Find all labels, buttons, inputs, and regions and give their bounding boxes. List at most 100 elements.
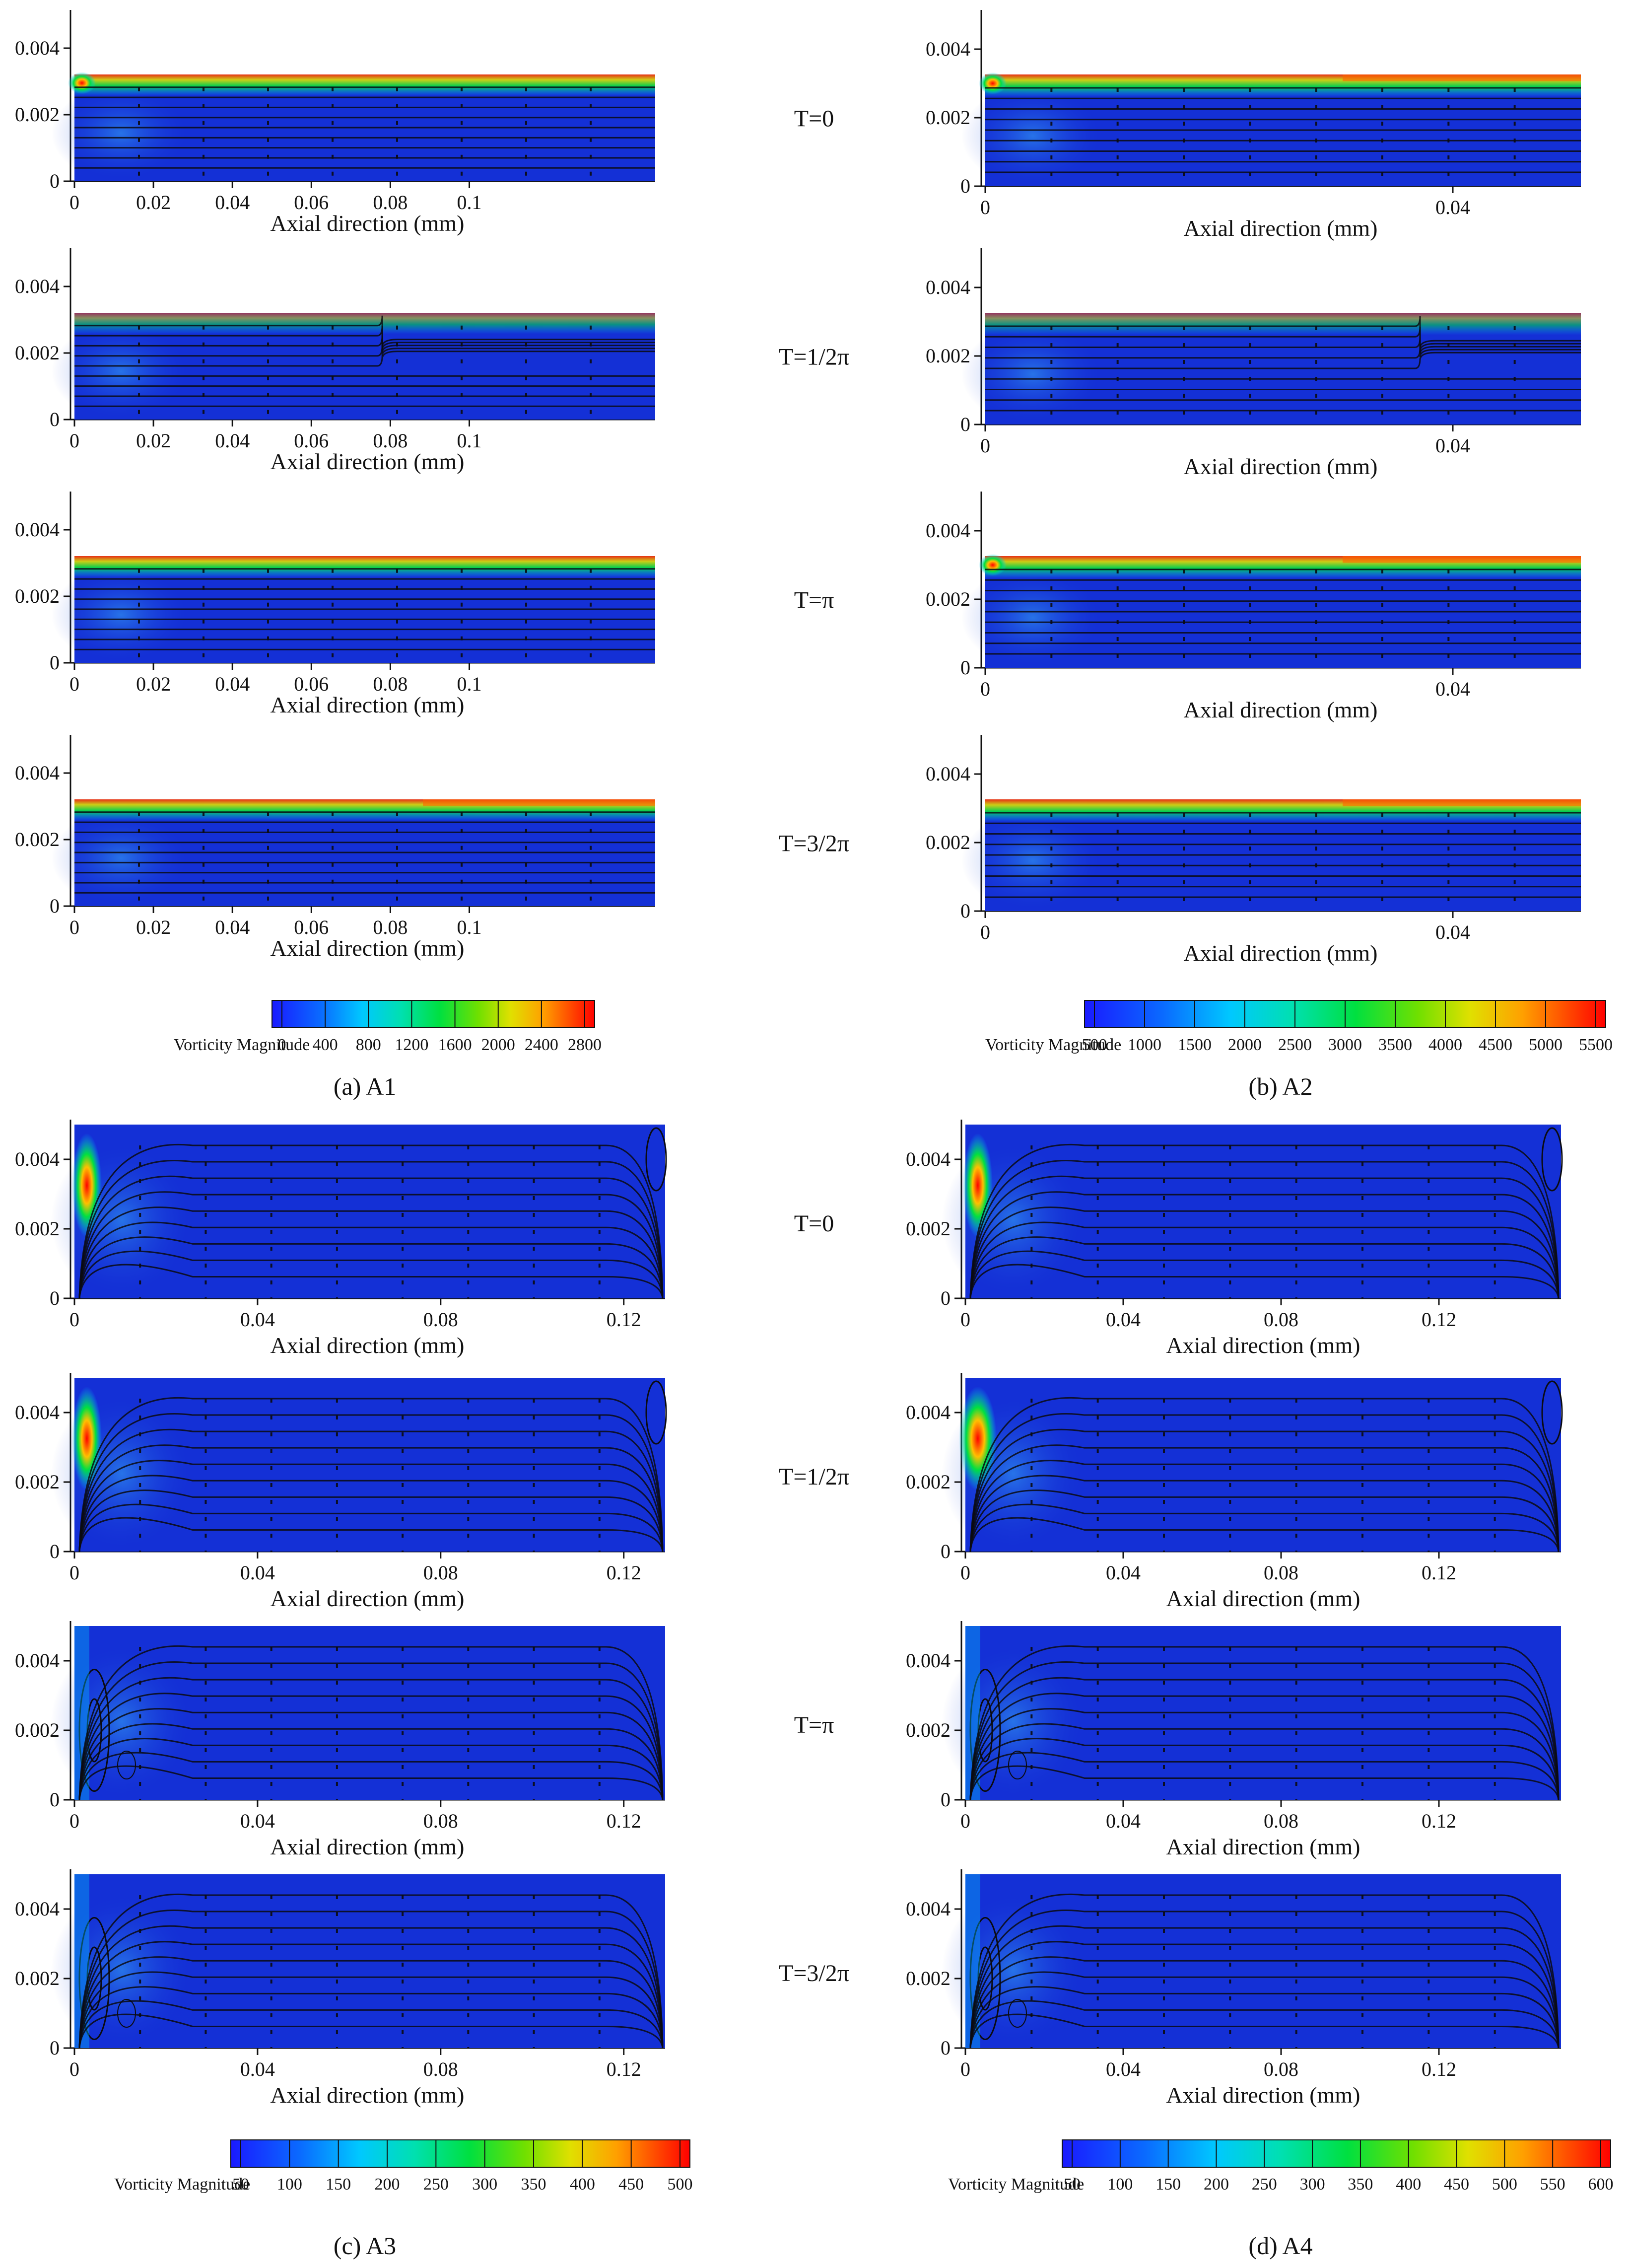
streamline <box>969 1765 1560 1800</box>
vorticity-hotspot <box>1343 799 1581 806</box>
y-tick-label: 0 <box>50 651 60 674</box>
streamline <box>969 1489 1560 1552</box>
x-tick-label: 0.04 <box>1435 921 1470 943</box>
streamline <box>78 1517 664 1552</box>
x-tick-label: 0 <box>69 1561 79 1584</box>
x-tick-label: 0.04 <box>215 916 250 938</box>
streamline <box>78 1236 664 1299</box>
y-tick-label: 0.002 <box>15 1719 60 1741</box>
colorbar-tick-label: 100 <box>1107 2175 1133 2194</box>
colorbar-tick-label: 1500 <box>1178 1036 1212 1054</box>
vorticity-hotspot <box>68 72 96 94</box>
y-tick-label: 0 <box>960 900 970 922</box>
vorticity-glow <box>961 324 1104 425</box>
streamline <box>969 1413 1560 1552</box>
y-tick-label: 0 <box>941 1788 951 1811</box>
x-tick-label: 0.02 <box>136 191 171 213</box>
panel-caption: (b) A2 <box>1248 1072 1312 1100</box>
y-tick-label: 0.004 <box>906 1148 951 1170</box>
colorbar-tick-label: 2800 <box>568 1036 602 1054</box>
streamline <box>78 1645 664 1800</box>
colorbar-tick-label: 350 <box>521 2175 546 2194</box>
streamline <box>969 1428 1560 1552</box>
x-tick-label: 0.08 <box>423 1810 458 1832</box>
streamline <box>78 2000 664 2049</box>
y-tick-label: 0 <box>50 170 60 192</box>
contour-panel: 0 0.002 0.004 0 0.04 0.08 0.12 Axial direction … <box>15 1621 665 1859</box>
x-axis-title: Axial direction (mm) <box>1166 2082 1360 2108</box>
vorticity-hotspot <box>1343 556 1581 563</box>
y-tick-label: 0.002 <box>15 1967 60 1989</box>
colorbar-tick-label: 500 <box>1082 1036 1107 1054</box>
colorbar-tick-label: 500 <box>668 2175 693 2194</box>
x-tick-label: 0.08 <box>1264 1810 1298 1832</box>
colorbar: 50 100 150 200 250 300 350 400 450 500 Vorticity M… <box>114 2139 693 2194</box>
streamline <box>78 1738 664 1800</box>
vorticity-glow <box>961 85 1104 186</box>
y-tick-label: 0 <box>941 1287 951 1309</box>
streamline <box>969 1175 1560 1299</box>
x-axis-title: Axial direction (mm) <box>271 1834 465 1859</box>
panel-group-2: 0 0.002 0.004 0 0.04 Axial direction (mm) 0 0.0… <box>926 10 1613 1100</box>
streamline <box>969 1708 1560 1800</box>
streamline <box>78 1971 664 2049</box>
streamline <box>78 1264 664 1299</box>
x-tick-label: 0.1 <box>457 429 482 452</box>
corner-vortex <box>645 1380 667 1445</box>
streamline <box>969 1397 1560 1552</box>
y-tick-label: 0.002 <box>15 1471 60 1493</box>
colorbar-tick-label: 400 <box>1396 2175 1421 2194</box>
vorticity-glow <box>51 85 191 181</box>
y-tick-label: 0.004 <box>926 763 970 785</box>
streamline <box>969 1143 1560 1299</box>
y-tick-label: 0 <box>50 2037 60 2059</box>
y-tick-label: 0.004 <box>926 519 970 542</box>
colorbar-tick-label: 400 <box>313 1036 338 1054</box>
streamline <box>969 1645 1560 1800</box>
y-tick-label: 0 <box>960 175 970 197</box>
x-axis-title: Axial direction (mm) <box>271 211 465 236</box>
x-tick-label: 0.08 <box>1264 1308 1298 1331</box>
x-axis-title: Axial direction (mm) <box>1166 1834 1360 1859</box>
x-axis-title: Axial direction (mm) <box>271 692 465 717</box>
colorbar-tick-label: 500 <box>1492 2175 1517 2194</box>
colorbar: 0 400 800 1200 1600 2000 2400 2800 Vorticity Mag… <box>174 1000 602 1054</box>
recirculation-vortex <box>117 1751 136 1779</box>
streamline <box>78 1221 664 1299</box>
x-tick-label: 0.04 <box>1106 1308 1141 1331</box>
contour-panel: 0 0.002 0.004 0 0.04 0.08 0.12 Axial direction … <box>15 1373 667 1611</box>
streamline <box>969 1893 1560 2049</box>
recirculation-vortex <box>969 1917 1001 2040</box>
x-axis-title: Axial direction (mm) <box>1166 1586 1360 1611</box>
panel-group-4: 0 0.002 0.004 0 0.04 0.08 0.12 Axial direction … <box>906 1120 1614 2260</box>
x-tick-label: 0.08 <box>373 191 408 213</box>
y-tick-label: 0.004 <box>15 1898 60 1920</box>
y-tick-label: 0.002 <box>926 831 970 853</box>
y-tick-label: 0 <box>50 1788 60 1811</box>
colorbar-tick-label: 400 <box>570 2175 595 2194</box>
recirculation-vortex <box>1008 1999 1027 2028</box>
panel-caption: (d) A4 <box>1248 2232 1312 2260</box>
vorticity-glow <box>961 567 1104 668</box>
x-tick-label: 0 <box>960 2058 970 2080</box>
x-tick-label: 0.1 <box>457 673 482 695</box>
colorbar-tick-label: 200 <box>1204 2175 1229 2194</box>
streamline <box>78 1143 664 1299</box>
colorbar-tick-label: 2400 <box>525 1036 558 1054</box>
contour-panel: 0 0.002 0.004 0 0.04 Axial direction (mm) <box>926 492 1581 722</box>
panel-caption: (c) A3 <box>334 2232 396 2260</box>
y-tick-label: 0.004 <box>906 1401 951 1423</box>
y-tick-label: 0 <box>960 656 970 679</box>
x-tick-label: 0 <box>980 678 990 700</box>
x-tick-label: 0.02 <box>136 673 171 695</box>
y-tick-label: 0.002 <box>926 106 970 129</box>
x-axis-title: Axial direction (mm) <box>271 2082 465 2108</box>
streamline <box>969 2000 1560 2049</box>
x-tick-label: 0 <box>960 1561 970 1584</box>
x-tick-label: 0.08 <box>373 429 408 452</box>
colorbar-title: Vorticity Magnitude <box>174 1036 310 1054</box>
streamline <box>969 1941 1560 2049</box>
